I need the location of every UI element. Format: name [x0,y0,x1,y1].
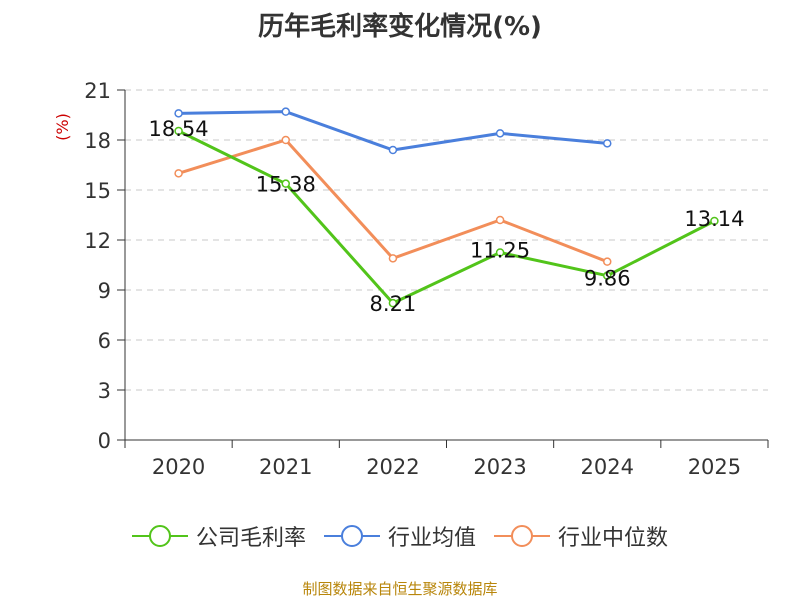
x-tick-label: 2022 [366,455,419,479]
legend-label: 公司毛利率 [195,526,306,551]
legend-label: 行业中位数 [558,526,669,551]
x-tick-label: 2021 [259,455,312,479]
data-point [388,254,398,263]
legend: 公司毛利率 行业均值 行业中位数 [0,520,800,552]
data-labels: 18.54 15.38 8.21 11.25 9.86 13.14 [149,117,745,316]
data-point [174,169,183,178]
data-point [603,271,612,280]
data-label: 9.86 [584,267,631,291]
legend-marker-icon [494,525,550,547]
source-note: 制图数据来自恒生聚源数据库 [302,580,498,598]
y-tick-label: 3 [98,379,111,403]
data-point [174,109,183,118]
legend-item[interactable]: 公司毛利率 [131,520,306,552]
data-point [495,248,505,257]
series-line [178,110,608,152]
data-label: 11.25 [470,239,530,263]
data-point [603,139,612,148]
x-tick-label: 2023 [473,455,526,479]
y-tick-label: 18 [84,129,111,153]
x-tick-label: 2020 [152,455,205,479]
data-label: 8.21 [370,292,417,316]
data-point [603,257,612,266]
y-tick-label: 15 [84,179,111,203]
data-point [174,126,183,136]
y-axis-label: (%) [53,113,72,141]
x-tick-label: 2025 [688,455,741,479]
y-tick-label: 12 [84,229,111,253]
series-line [178,138,608,264]
y-tick-label: 6 [98,329,111,353]
data-label: 15.38 [256,173,316,197]
data-point [281,135,290,145]
data-label: 13.14 [684,207,744,231]
axes: 0 3 6 9 12 15 18 21 2020 2021 2022 2023 2024 2025 [84,79,769,479]
legend-item[interactable]: 行业中位数 [494,520,668,552]
data-point [495,215,505,225]
y-tick-label: 0 [98,429,111,453]
data-point [388,298,398,308]
data-label: 18.54 [149,117,209,141]
legend-label: 行业均值 [387,526,476,551]
data-point [710,216,719,226]
x-tick-label: 2024 [581,455,634,479]
chart-title: 历年毛利率变化情况(%) [258,12,542,42]
y-tick-label: 21 [84,79,111,103]
data-point [281,179,290,188]
series [174,107,719,308]
y-tick-label: 9 [98,279,111,303]
legend-item[interactable]: 行业均值 [323,520,476,552]
legend-marker-icon [323,525,380,547]
series-line [177,129,716,305]
legend-marker-icon [131,525,188,547]
data-point [495,129,505,138]
data-point [388,145,398,155]
data-point [281,107,290,116]
